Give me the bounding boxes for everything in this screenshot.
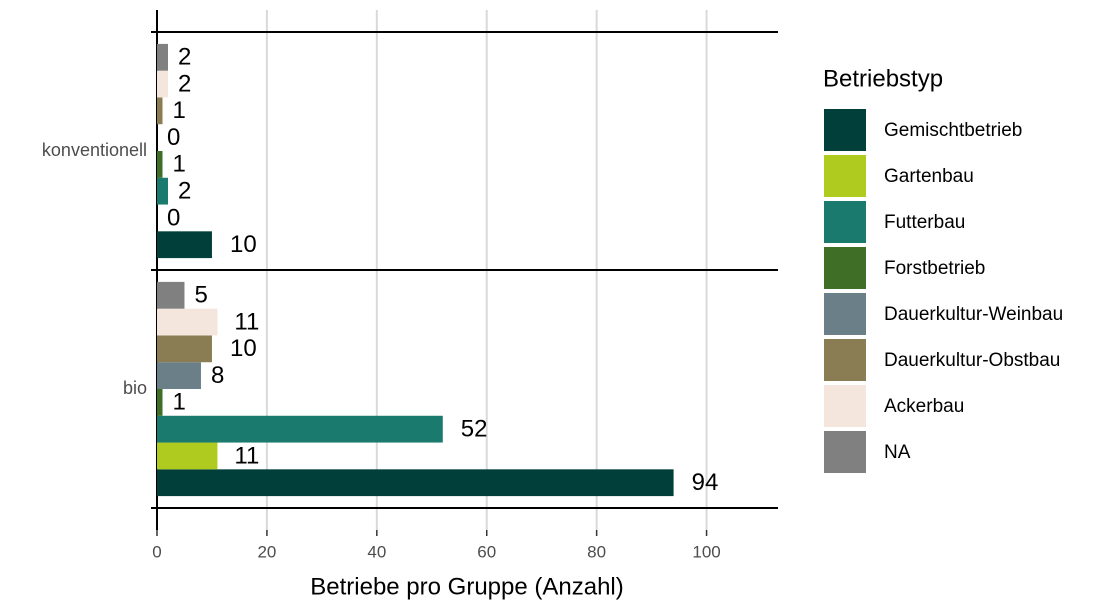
data-label: 52: [461, 416, 488, 443]
y-tick-label: konventionell: [42, 140, 147, 160]
data-label: 8: [211, 362, 224, 389]
data-label: 1: [173, 151, 186, 178]
data-label: 11: [234, 308, 259, 335]
legend-label: Futterbau: [884, 212, 965, 233]
legend-key: [822, 291, 868, 337]
bar: [157, 231, 212, 259]
bar: [157, 469, 674, 497]
x-tick-label: 60: [477, 542, 496, 561]
legend-label: Forstbetrieb: [884, 258, 985, 279]
legend-key: [822, 429, 868, 475]
data-label: 2: [178, 44, 191, 71]
bar: [157, 43, 168, 71]
legend-key: [822, 383, 868, 429]
bar: [157, 362, 201, 389]
bar: [157, 335, 212, 363]
data-label: 10: [230, 335, 257, 362]
legend-label: Ackerbau: [884, 396, 964, 417]
legend-key: [822, 199, 868, 245]
data-label: 0: [167, 124, 180, 151]
bar: [157, 151, 163, 178]
data-label: 2: [178, 70, 191, 97]
data-label: 94: [692, 469, 719, 496]
legend-key: [822, 153, 868, 199]
bar: [157, 442, 218, 470]
legend-label: NA: [884, 442, 911, 463]
bar: [157, 415, 443, 443]
legend-title: Betriebstyp: [823, 65, 943, 92]
legend-label: Dauerkultur-Weinbau: [884, 304, 1063, 325]
bar: [157, 97, 163, 125]
data-label: 1: [173, 97, 186, 124]
legend-key: [822, 107, 868, 153]
x-tick-label: 80: [587, 542, 606, 561]
data-label: 2: [178, 178, 191, 205]
data-label: 0: [167, 204, 180, 231]
bar: [157, 281, 185, 309]
bar: [157, 177, 168, 205]
bar: [157, 308, 218, 336]
legend-label: Dauerkultur-Obstbau: [884, 350, 1060, 371]
legend-label: Gemischtbetrieb: [884, 120, 1022, 141]
data-label: 5: [194, 282, 207, 309]
x-axis-title: Betriebe pro Gruppe (Anzahl): [310, 573, 624, 600]
data-label: 10: [230, 231, 257, 258]
legend-key: [822, 245, 868, 291]
x-tick-label: 100: [692, 542, 720, 561]
y-tick-label: bio: [123, 378, 147, 398]
bar: [157, 389, 163, 416]
data-label: 11: [234, 442, 259, 469]
bar: [157, 70, 168, 98]
x-tick-label: 0: [152, 542, 161, 561]
data-label: 1: [173, 389, 186, 416]
legend-label: Gartenbau: [884, 166, 974, 187]
x-tick-label: 40: [367, 542, 386, 561]
legend-key: [822, 337, 868, 383]
x-tick-label: 20: [257, 542, 276, 561]
